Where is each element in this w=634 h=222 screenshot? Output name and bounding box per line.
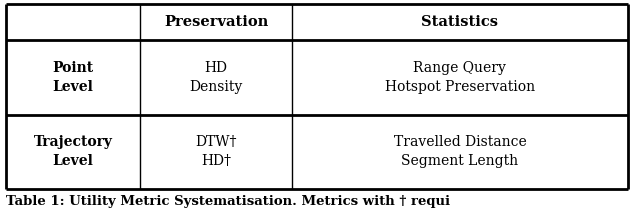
Text: Range Query
Hotspot Preservation: Range Query Hotspot Preservation — [385, 61, 535, 94]
Text: Table 1: Utility Metric Systematisation. Metrics with † requi: Table 1: Utility Metric Systematisation.… — [6, 195, 451, 208]
Text: Trajectory
Level: Trajectory Level — [34, 135, 113, 168]
Text: DTW†
HD†: DTW† HD† — [195, 135, 236, 168]
Text: Preservation: Preservation — [164, 15, 268, 29]
Text: Statistics: Statistics — [422, 15, 498, 29]
Text: Travelled Distance
Segment Length: Travelled Distance Segment Length — [394, 135, 526, 168]
Text: Point
Level: Point Level — [53, 61, 94, 94]
Text: HD
Density: HD Density — [190, 61, 243, 94]
